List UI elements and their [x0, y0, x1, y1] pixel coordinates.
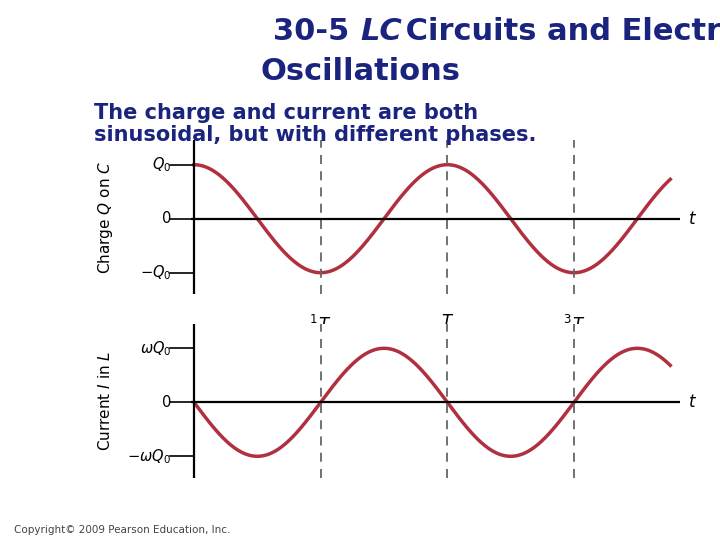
Text: $-Q_0$: $-Q_0$ — [140, 264, 171, 282]
Text: 0: 0 — [162, 395, 171, 410]
Text: $\frac{1}{2}T$: $\frac{1}{2}T$ — [310, 313, 332, 340]
Text: $\frac{3}{2}T$: $\frac{3}{2}T$ — [562, 313, 585, 340]
Text: sinusoidal, but with different phases.: sinusoidal, but with different phases. — [94, 125, 536, 145]
Text: Oscillations: Oscillations — [260, 57, 460, 86]
Text: $T$: $T$ — [441, 313, 454, 331]
Text: $Q_0$: $Q_0$ — [152, 156, 171, 174]
Text: 0: 0 — [162, 211, 171, 226]
Text: $-\omega Q_0$: $-\omega Q_0$ — [127, 447, 171, 465]
Text: The charge and current are both: The charge and current are both — [94, 103, 478, 123]
Text: 30-5: 30-5 — [273, 17, 360, 46]
Text: Current $I$ in $L$: Current $I$ in $L$ — [97, 351, 113, 451]
Text: Circuits and Electromagnetic: Circuits and Electromagnetic — [395, 17, 720, 46]
Text: Charge $Q$ on $C$: Charge $Q$ on $C$ — [96, 161, 114, 274]
Text: $t$: $t$ — [688, 210, 697, 228]
Text: $\omega Q_0$: $\omega Q_0$ — [140, 339, 171, 357]
Text: Copyright© 2009 Pearson Education, Inc.: Copyright© 2009 Pearson Education, Inc. — [14, 524, 231, 535]
Text: $t$: $t$ — [688, 393, 697, 411]
Text: LC: LC — [360, 17, 402, 46]
